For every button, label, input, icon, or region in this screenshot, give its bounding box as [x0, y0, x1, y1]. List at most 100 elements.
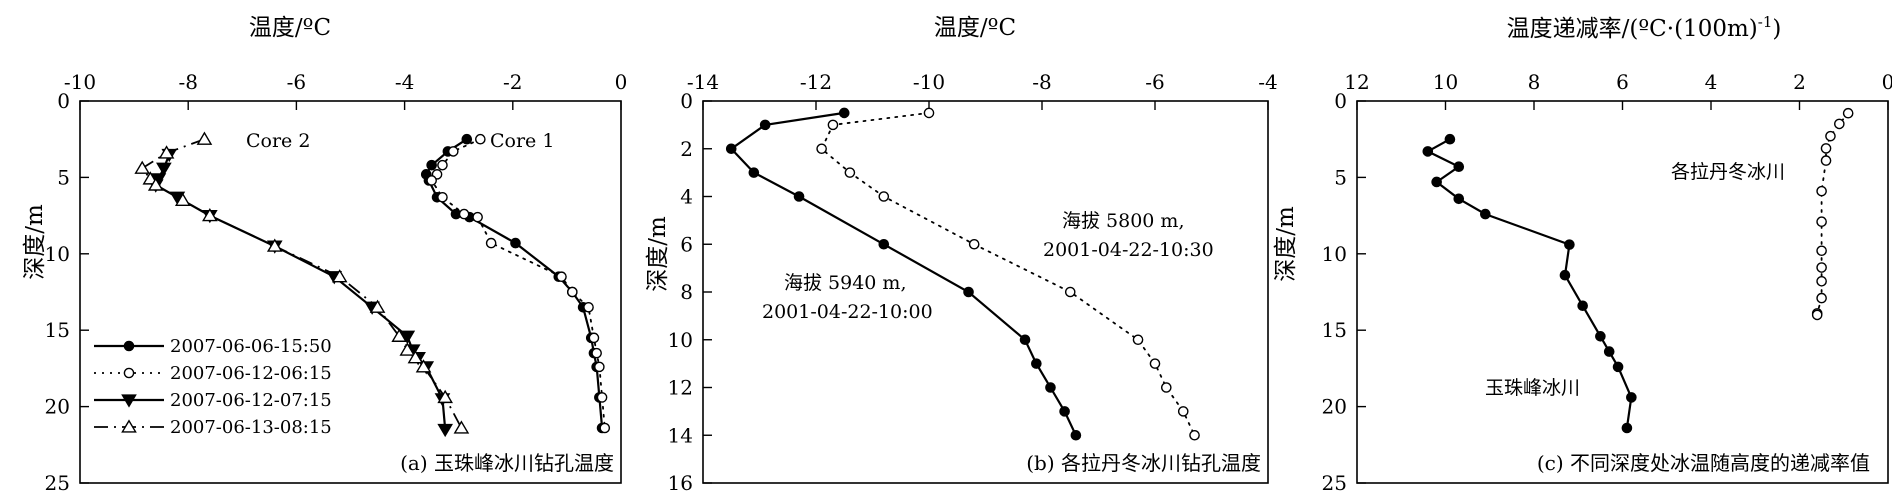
panel-a-series-1-point-8: [485, 237, 497, 249]
panel-c-series-0-point-8: [1577, 300, 1588, 312]
panel-c-xlabel: 温度递减率/(ºC·(100m)-1): [1507, 13, 1782, 42]
panel-a-series-3-point-12: [407, 350, 424, 364]
panel-c-series-0-point-13: [1621, 422, 1633, 434]
panel-c-ytick-label-3: 15: [1322, 318, 1347, 342]
panel-c-series-1-point-5: [1816, 185, 1827, 197]
panel-c-frame: [1356, 100, 1889, 484]
panel-c-ytick-label-0: 0: [1334, 89, 1347, 113]
panel-c-series-0-point-9: [1595, 331, 1606, 342]
panel-a-series-3-point-1: [158, 145, 175, 159]
panel-c-series-1-point-3: [1820, 143, 1832, 154]
panel-a-series-1-point-4: [426, 175, 437, 186]
panel-a-series-3-point-14: [437, 389, 453, 404]
panel-a-legend: 2007-06-06-15:50 2007-06-12-06:15 2007-06-…: [94, 336, 332, 438]
panel-b-series-1-point-2: [816, 143, 827, 155]
panel-c-series-0-point-0: [1444, 133, 1456, 145]
panel-a-ytick-label-1: 5: [57, 165, 70, 189]
panel-c-series-0-point-4: [1453, 193, 1465, 205]
panel-c-series-label-geladandong: 各拉丹冬冰川: [1671, 161, 1785, 183]
panel-a-series-3-point-8: [331, 269, 348, 283]
panel-b-ytick-label-2: 4: [680, 185, 693, 209]
panel-a-ticks: -10 -8 -6 -4 -2 0 0 5 10 15 20 25: [45, 70, 628, 495]
panel-a-frame: [79, 100, 622, 484]
panel-c-xlabel-exponent: -1: [1758, 13, 1773, 31]
panel-a-series-1-point-7: [472, 211, 483, 223]
panel-a-series-3-point-2: [134, 160, 151, 174]
panel-b-series-label-5800-line1: 海拔 5800 m,: [1062, 210, 1185, 232]
panel-a-series-1-point-15: [596, 392, 608, 403]
panel-c-series-0-point-2: [1453, 161, 1465, 173]
panel-b-series-0-point-7: [1019, 334, 1031, 346]
panel-c-series-1-point-4: [1820, 155, 1832, 166]
panel-b-xtick-label-5: -4: [1258, 70, 1277, 94]
panel-a-series-1-point-10: [567, 286, 578, 298]
panel-b-ytick-label-8: 16: [668, 471, 693, 495]
panel-b-xtick-label-0: -14: [687, 70, 719, 94]
panel-b-ytick-label-5: 10: [668, 328, 693, 352]
panel-a-series-3-point-5: [174, 192, 191, 206]
panel-a-series-1-point-1: [447, 146, 459, 157]
panel-a-series-1-point-2: [437, 159, 448, 171]
panel-b-xlabel: 温度/ºC: [934, 15, 1016, 41]
panel-c-xtick-label-3: 6: [1616, 70, 1629, 94]
panel-a: 温度/ºC 深度/m -10 -8 -6 -4 -2 0 0 5 10 15 20 25 Core 2…: [22, 15, 627, 495]
panel-b-ytick-label-0: 0: [680, 89, 693, 113]
panel-a-legend-marker-0: [123, 340, 135, 352]
panel-a-xtick-label-1: -8: [178, 70, 197, 94]
panel-a-series-1-point-11: [583, 301, 594, 313]
panel-a-xtick-label-4: -2: [503, 70, 522, 94]
panel-a-xtick-label-2: -6: [287, 70, 306, 94]
panel-a-series-0-point-2: [426, 159, 437, 171]
panel-a-series-3-point-13: [415, 359, 432, 373]
panel-b-ytick-label-7: 14: [668, 423, 693, 447]
panel-a-series-1-point-12: [588, 332, 600, 344]
panel-c-series-1-point-6: [1816, 216, 1827, 228]
panel-b-series-1-point-1: [827, 119, 839, 131]
panel-c-series-0-point-1: [1422, 146, 1434, 157]
panel-b-series-0-point-3: [748, 167, 760, 178]
panel-b-series-0-point-5: [878, 238, 890, 250]
panel-b-frame: [702, 100, 1269, 484]
panel-a-series-1-point-13: [591, 347, 602, 359]
panel-b-series: [725, 107, 1200, 441]
panel-c-xtick-label-1: 10: [1433, 70, 1458, 94]
panel-a-series-2-point-14: [437, 423, 453, 438]
panel-a-legend-label-3: 2007-06-13-08:15: [170, 417, 332, 438]
panel-b-series-1-point-8: [1149, 358, 1161, 369]
panel-c-xtick-label-2: 8: [1528, 70, 1541, 94]
panel-b-series-0-point-8: [1031, 358, 1042, 369]
panel-c-series-0-point-6: [1564, 239, 1575, 250]
panel-a-ytick-label-2: 10: [45, 242, 70, 266]
panel-b-xtick-label-2: -10: [913, 70, 945, 94]
panel-a-series-1-point-6: [458, 208, 470, 220]
panel-b-series-1-point-6: [1064, 286, 1076, 298]
panel-c-ylabel: 深度/m: [1273, 206, 1299, 282]
panel-b: 温度/ºC 深度/m -14 -12 -10 -8 -6 -40246810121416 …: [645, 15, 1278, 495]
panel-a-ytick-label-5: 25: [45, 471, 70, 495]
panel-a-series-2-line: [154, 154, 447, 430]
panel-c-series-1-point-7: [1816, 245, 1827, 257]
panel-a-caption: (a) 玉珠峰冰川钻孔温度: [400, 451, 614, 475]
panel-a-legend-label-1: 2007-06-12-06:15: [170, 363, 332, 384]
panel-a-legend-label-2: 2007-06-12-07:15: [170, 390, 332, 411]
panel-a-ylabel: 深度/m: [22, 204, 48, 280]
panel-b-series-0-point-4: [793, 191, 805, 202]
panel-b-series-0-point-9: [1045, 382, 1056, 393]
panel-b-ytick-label-1: 2: [680, 137, 693, 161]
panel-a-series-1-point-9: [556, 271, 567, 283]
panel-a-series-3-point-6: [202, 207, 218, 222]
panel-b-series-1-point-9: [1161, 382, 1172, 393]
panel-c-series-1-point-0: [1842, 107, 1854, 119]
panel-c-series-0-point-11: [1612, 361, 1624, 373]
panel-c-xtick-label-0: 12: [1344, 70, 1369, 94]
panel-c-series-1-point-10: [1816, 292, 1827, 304]
panel-c-series-0-point-3: [1431, 176, 1442, 188]
panel-c-series-0-point-5: [1480, 208, 1491, 220]
panel-b-ytick-label-3: 6: [680, 232, 693, 256]
panel-c-series-0-point-12: [1626, 392, 1637, 403]
panel-c-xlabel-main: 温度递减率/(ºC·(100m): [1507, 16, 1758, 42]
panel-c-series-1-point-9: [1816, 276, 1827, 287]
panel-c-series: [1422, 107, 1854, 434]
panel-b-ticks: -14 -12 -10 -8 -6 -4 0 2 4 6 8 10 12 14 16: [668, 70, 1278, 495]
